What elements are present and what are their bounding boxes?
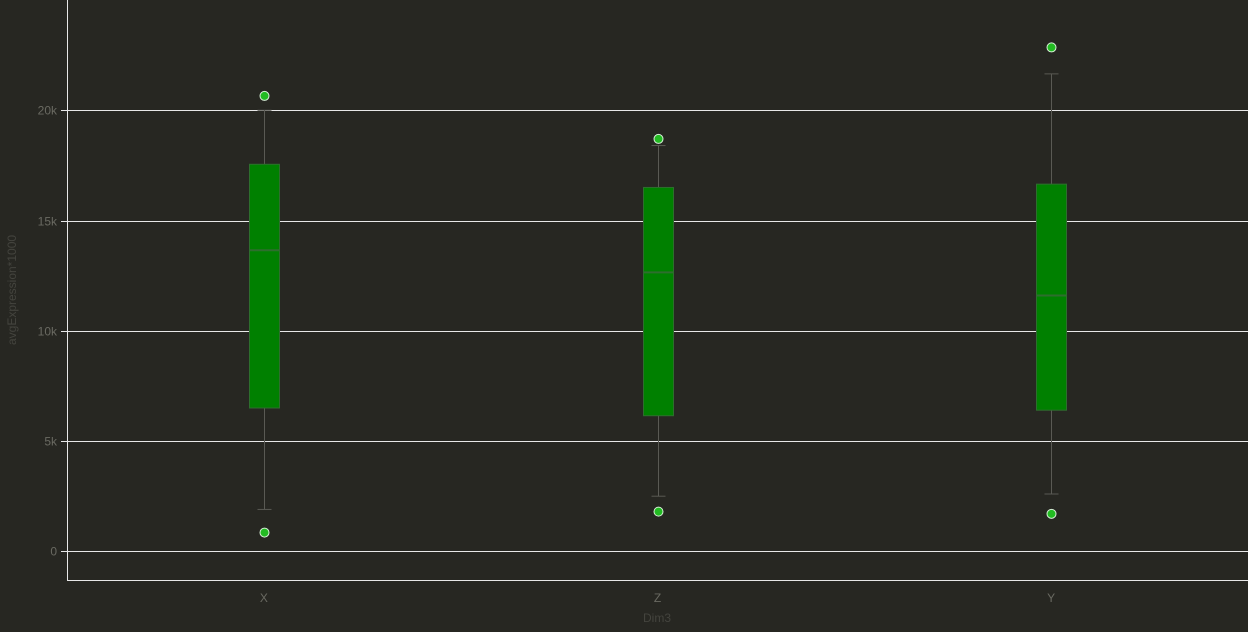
box-series	[249, 42, 1067, 538]
outlier-point	[653, 506, 664, 517]
box-z	[643, 133, 674, 517]
y-tick-label: 10k	[38, 325, 58, 339]
box-iqr	[1036, 183, 1067, 411]
outlier-point	[653, 133, 664, 144]
tick-labels: 0 5k 10k 15k 20k X Z Y	[38, 104, 1056, 606]
y-tick-label: 20k	[38, 104, 58, 118]
box-x	[249, 90, 280, 538]
y-tick-label: 5k	[44, 435, 58, 449]
y-tick-label: 0	[50, 545, 57, 559]
box-iqr	[249, 163, 280, 409]
box-iqr	[643, 186, 674, 417]
x-tick-label: X	[260, 591, 268, 605]
y-tick-label: 15k	[38, 215, 58, 229]
x-tick-label: Z	[654, 591, 661, 605]
outlier-point	[1046, 42, 1057, 53]
y-axis-title: avgExpression*1000	[5, 235, 19, 345]
axes	[67, 0, 1248, 581]
box-y	[1036, 42, 1067, 519]
outlier-point	[259, 527, 270, 538]
outlier-point	[259, 90, 270, 101]
x-axis-title: Dim3	[643, 611, 671, 625]
outlier-point	[1046, 508, 1057, 519]
x-tick-label: Y	[1047, 591, 1055, 605]
